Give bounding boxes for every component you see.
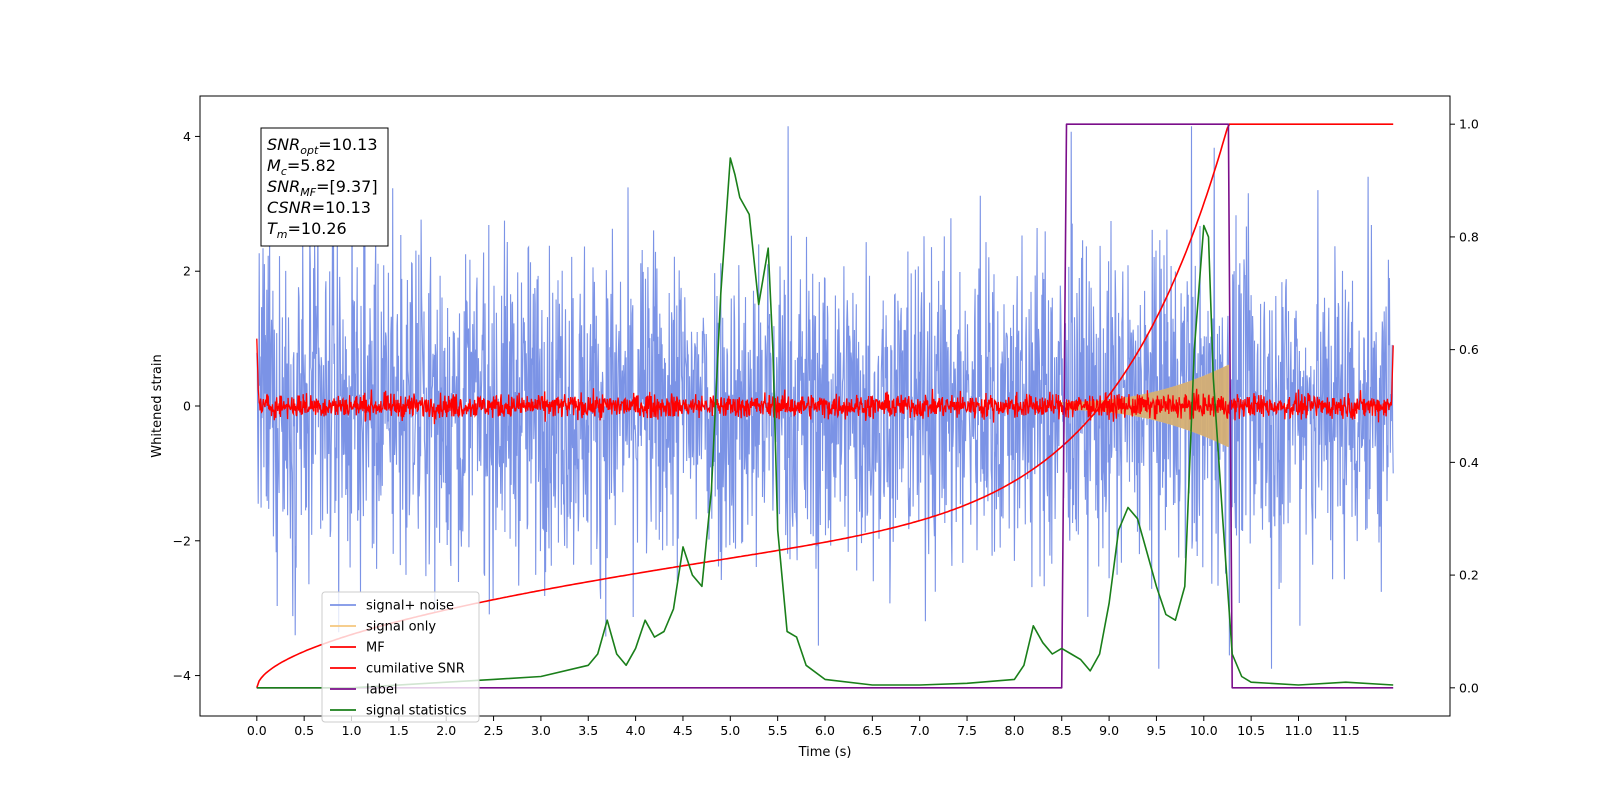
y2-tick-label: 0.2 [1459, 568, 1479, 583]
x-tick-label: 0.5 [294, 723, 314, 738]
y-tick-label: 2 [183, 264, 191, 279]
annotation-box [260, 127, 389, 247]
legend-entry: signal only [366, 620, 436, 635]
x-tick-label: 9.5 [1146, 723, 1166, 738]
x-tick-label: 5.5 [768, 723, 788, 738]
series-line-label [256, 123, 1394, 689]
legend-box [321, 591, 480, 723]
x-tick-label: 8.5 [1052, 723, 1072, 738]
x-tick-label: 1.0 [342, 723, 362, 738]
y2-tick-label: 0.6 [1459, 342, 1479, 357]
series-line-signal-noise [256, 126, 1394, 669]
x-axis-label: Time (s) [798, 745, 852, 760]
annotation-line: CSNR=10.13 [267, 198, 371, 217]
y2-tick-label: 0.0 [1459, 680, 1479, 695]
x-tick-label: 8.0 [1004, 723, 1024, 738]
y-tick-label: 4 [183, 129, 191, 144]
x-tick-label: 11.5 [1332, 723, 1360, 738]
legend-entry: label [366, 683, 397, 698]
x-tick-label: 0.0 [247, 723, 267, 738]
y-tick-label: 0 [183, 399, 191, 414]
x-tick-label: 10.0 [1190, 723, 1218, 738]
x-tick-label: 10.5 [1237, 723, 1265, 738]
y-axis-label: Whitened strain [150, 354, 165, 457]
series-line-mf [256, 338, 1394, 425]
axis-ticks: 0.0 0.5 1.0 1.5 2.0 2.5 3.0 3.5 4.0 4.5 5.0 5.5 6.0 6… [173, 117, 1479, 738]
stats-annotation: SNRopt=10.13Mc=5.82SNRMF=[9.37]CSNR=10.1… [260, 127, 389, 247]
x-tick-label: 7.0 [910, 723, 930, 738]
legend-entry: signal+ noise [366, 599, 454, 614]
x-tick-label: 5.0 [720, 723, 740, 738]
legend-entry: cumilative SNR [366, 662, 465, 677]
legend: signal+ noise signal only MF cumilative SNR… [321, 591, 480, 723]
x-tick-label: 9.0 [1099, 723, 1119, 738]
x-tick-label: 2.5 [484, 723, 504, 738]
y2-tick-label: 1.0 [1459, 117, 1479, 132]
legend-entry: signal statistics [366, 704, 467, 719]
x-tick-label: 6.0 [815, 723, 835, 738]
annotation-line: Mc=5.82 [267, 156, 336, 178]
x-tick-label: 11.0 [1285, 723, 1313, 738]
annotation-line: SNRopt=10.13 [267, 135, 378, 157]
x-tick-label: 1.5 [389, 723, 409, 738]
plot-area [256, 123, 1394, 689]
y-tick-label: −2 [173, 533, 191, 548]
x-tick-label: 4.0 [626, 723, 646, 738]
x-tick-label: 3.0 [531, 723, 551, 738]
x-tick-label: 4.5 [673, 723, 693, 738]
x-tick-label: 7.5 [957, 723, 977, 738]
legend-entry: MF [366, 641, 385, 656]
y2-tick-label: 0.4 [1459, 455, 1479, 470]
x-tick-label: 6.5 [862, 723, 882, 738]
series-line-signal-statistics [256, 157, 1394, 689]
y-tick-label: −4 [173, 668, 191, 683]
x-tick-label: 3.5 [578, 723, 598, 738]
annotation-line: Tm=10.26 [267, 219, 347, 241]
y2-tick-label: 0.8 [1459, 229, 1479, 244]
x-tick-label: 2.0 [436, 723, 456, 738]
annotation-line: SNRMF=[9.37] [267, 177, 378, 199]
